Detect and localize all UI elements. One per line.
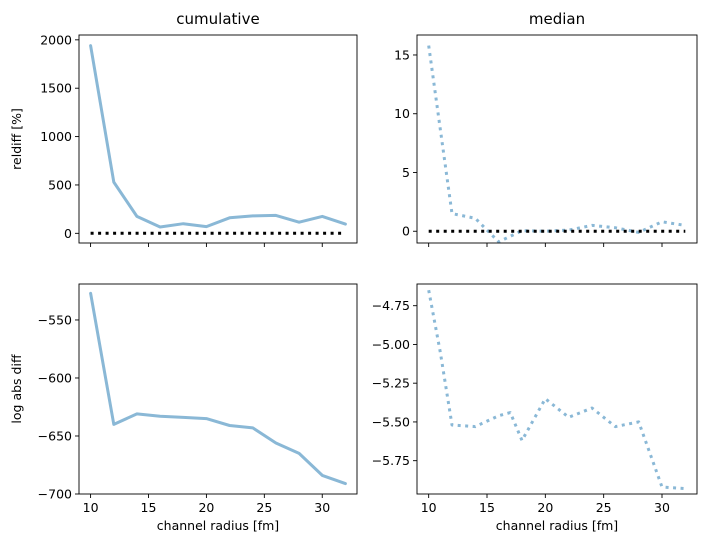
bottom-right-ytick-label: −4.75: [372, 298, 410, 313]
top-right-axes-frame: [416, 34, 698, 244]
top-right-ytick-label: 10: [394, 106, 410, 121]
top-left-ytick-label: 0: [64, 226, 72, 241]
top-left-title: cumulative: [176, 10, 259, 28]
top-right-ytick-label: 0: [402, 224, 410, 239]
bottom-right-xtick-label: 30: [654, 500, 670, 515]
top-left-ytick-label: 500: [48, 177, 72, 192]
top-left-ytick-label: 1000: [40, 129, 72, 144]
top-right-ytick-label: 5: [402, 165, 410, 180]
bottom-left-ytick-label: −550: [38, 312, 72, 327]
top-right-series-line-0: [427, 45, 686, 244]
bottom-left-xtick-label: 20: [198, 500, 214, 515]
top-right-title: median: [529, 10, 585, 28]
bottom-left-ytick-label: −650: [38, 428, 72, 443]
top-left-axes-frame: [78, 34, 358, 244]
bottom-right-series-line-0: [427, 289, 686, 491]
top-left-ytick-label: 1500: [40, 81, 72, 96]
bottom-right-ytick-label: −5.00: [372, 337, 410, 352]
top-right-ytick-label: 15: [394, 47, 410, 62]
top-left-series-line-0: [89, 44, 347, 229]
bottom-left-series-line-0: [89, 291, 347, 486]
bottom-right-ytick-label: −5.75: [372, 453, 410, 468]
bottom-right-xlabel: channel radius [fm]: [496, 518, 618, 533]
bottom-left-xlabel: channel radius [fm]: [157, 518, 279, 533]
bottom-left-xtick-label: 30: [314, 500, 330, 515]
bottom-right-xtick-label: 20: [537, 500, 553, 515]
top-left-ylabel: reldiff [%]: [9, 108, 24, 170]
bottom-left-xtick-label: 10: [83, 500, 99, 515]
bottom-right-xtick-label: 25: [596, 500, 612, 515]
bottom-left-xtick-label: 25: [256, 500, 272, 515]
bottom-left-ytick-label: −700: [38, 487, 72, 502]
bottom-left-ylabel: log abs diff: [9, 354, 24, 424]
bottom-left-axes-frame: [78, 283, 358, 495]
bottom-right-ytick-label: −5.25: [372, 376, 410, 391]
bottom-right-xtick-label: 10: [421, 500, 437, 515]
top-left-ytick-label: 2000: [40, 32, 72, 47]
bottom-left-ytick-label: −600: [38, 370, 72, 385]
bottom-right-ytick-label: −5.50: [372, 414, 410, 429]
bottom-right-axes-frame: [416, 283, 698, 495]
bottom-right-xtick-label: 15: [479, 500, 495, 515]
bottom-left-xtick-label: 15: [141, 500, 157, 515]
